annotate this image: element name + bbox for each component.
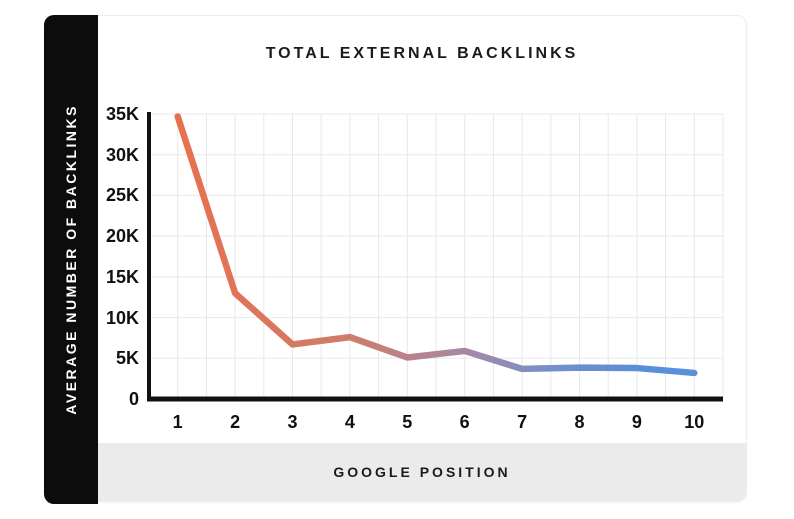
y-tick-label: 30K [105, 144, 139, 165]
x-tick-label: 7 [517, 412, 528, 432]
y-tick-label: 15K [105, 266, 139, 287]
x-axis-title: GOOGLE POSITION [333, 464, 511, 480]
chart-title: TOTAL EXTERNAL BACKLINKS [265, 45, 579, 62]
chart-card: AVERAGE NUMBER OF BACKLINKS TOTAL EXTERN… [44, 15, 747, 504]
x-axis-title-bar: GOOGLE POSITION [98, 443, 746, 501]
x-tick-label: 2 [230, 412, 241, 432]
y-tick-label: 10K [105, 307, 139, 328]
backlinks-data-line [174, 113, 698, 377]
y-axis-title-bar: AVERAGE NUMBER OF BACKLINKS [44, 15, 98, 504]
x-tick-label: 9 [631, 412, 642, 432]
y-tick-label: 25K [105, 185, 139, 206]
y-tick-label: 35K [105, 104, 139, 124]
x-tick-label: 1 [172, 412, 183, 432]
y-tick-label: 0 [128, 389, 139, 409]
x-tick-label: 3 [287, 412, 298, 432]
x-tick-label: 8 [574, 412, 585, 432]
y-tick-label: 5K [115, 348, 139, 369]
x-tick-label: 6 [459, 412, 470, 432]
x-tick-label: 4 [344, 412, 355, 432]
x-tick-label: 10 [684, 412, 705, 432]
x-tick-label: 5 [402, 412, 413, 432]
y-tick-label: 20K [105, 226, 139, 247]
line-chart [147, 112, 724, 402]
